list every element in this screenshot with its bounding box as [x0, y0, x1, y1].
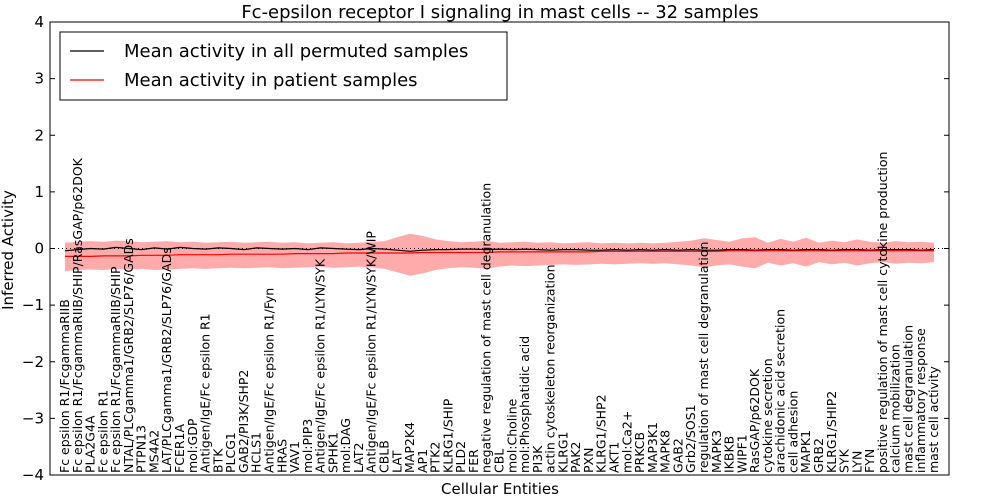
x-entity-label: CBL: [492, 449, 507, 473]
y-tick-label: 4: [34, 13, 44, 31]
x-entity-label: LAT: [389, 450, 404, 473]
x-entity-label: WIPF1: [734, 434, 749, 473]
x-entity-label: inflammatory response: [913, 328, 928, 473]
x-entity-label: actin cytoskeleton reorganization: [543, 264, 558, 473]
legend-label-permuted: Mean activity in all permuted samples: [124, 41, 468, 62]
x-entity-label: SYK: [837, 448, 852, 473]
patient-spread-band: [65, 233, 934, 276]
plot-frame: [49, 21, 950, 476]
x-entity-label: FER: [466, 449, 481, 473]
x-entity-label: Fc epsilon R1/FcgammaRIIB/SHIP/RasGAP/p6…: [70, 157, 85, 473]
x-entity-label: mol:Choline: [504, 398, 519, 473]
y-tick-label: −2: [22, 353, 44, 371]
y-axis-label: Inferred Activity: [0, 190, 17, 310]
x-entity-label: PLCG1: [223, 432, 238, 473]
legend: Mean activity in all permuted samples Me…: [59, 31, 508, 101]
y-tick-label: −4: [22, 466, 44, 484]
x-entity-label: PTK2: [428, 442, 443, 473]
x-entity-label: Grb2/SOS1: [683, 404, 698, 473]
x-entity-label: LAT2: [351, 443, 366, 473]
y-tick-label: 3: [34, 70, 44, 88]
x-entity-label: calcium mobilization: [888, 344, 903, 473]
x-entity-label: PLD2: [453, 441, 468, 473]
x-entity-label: Antigen/IgE/Fc epsilon R1/LYN/SYK/WIP: [364, 231, 379, 473]
x-entity-label: mast cell degranulation: [900, 325, 915, 473]
x-entity-label: SPHK1: [325, 432, 340, 473]
x-entity-label: Fc epsilon R1/FcgammaRIIB/SHIP: [108, 266, 123, 473]
y-tick-label: −3: [22, 409, 44, 427]
x-entity-label: KLRG1/SHIP: [440, 398, 455, 473]
x-entity-label: Fc epsilon R1/FcgammaRIIB: [57, 299, 72, 473]
x-entity-label: HRAS: [274, 439, 289, 473]
x-entity-label: KLRG1/SHP2: [594, 394, 609, 473]
x-entity-label: LYN: [849, 451, 864, 473]
x-entity-label: negative regulation of mast cell degranu…: [479, 183, 494, 473]
x-entity-label: AKT1: [607, 442, 622, 473]
x-entity-label: FYN: [862, 449, 877, 473]
x-entity-label: PAK2: [568, 442, 583, 473]
x-entity-label: LAT/PLCgamma1/GRB2/SLP76/GADs: [159, 247, 174, 473]
x-entity-label: KLRG1/SHIP2: [824, 391, 839, 473]
x-entity-label: PTPN13: [134, 425, 149, 473]
x-entity-label: MAP3K1: [645, 422, 660, 473]
x-entity-label: CBLB: [377, 440, 392, 473]
x-entity-label: mol:Ca2+: [619, 411, 634, 473]
chart-title: Fc-epsilon receptor I signaling in mast …: [241, 2, 758, 23]
legend-frame: [59, 31, 508, 101]
series-line-patient: [65, 250, 934, 257]
y-tick-label: −1: [22, 296, 44, 314]
x-entity-label: mol:GDP: [185, 418, 200, 473]
x-entity-label: Fc epsilon R1: [95, 390, 110, 473]
x-entity-label: PLA2G4A: [83, 415, 98, 473]
x-entity-label: Antigen/IgE/Fc epsilon R1/LYN/SYK: [313, 258, 328, 473]
x-entity-label: mol:DAG: [338, 418, 353, 473]
x-entity-label: mast cell activity: [926, 366, 941, 473]
series-line-permuted: [64, 246, 935, 252]
x-entity-label: Antigen/IgE/Fc epsilon R1/Fyn: [262, 288, 277, 473]
x-entity-label: AP1: [415, 449, 430, 473]
x-entity-label: MAP2K4: [402, 422, 417, 473]
x-entity-label: FCER1A: [172, 424, 187, 473]
x-entity-label: MAPK8: [658, 430, 673, 473]
x-entity-label: arachidonic acid secretion: [773, 309, 788, 473]
x-entity-label: RasGAP/p62DOK: [747, 368, 762, 473]
x-entity-label: mol:PIP3: [300, 419, 315, 473]
x-entity-label: Antigen/IgE/Fc epsilon R1: [198, 313, 213, 473]
x-entity-label: GRB2: [811, 438, 826, 473]
x-entity-label: positive regulation of mast cell cytokin…: [875, 152, 890, 473]
y-tick-label: 1: [34, 183, 44, 201]
x-entity-label: GAB2: [670, 438, 685, 473]
x-entity-label: NTAL/PLCgamma1/GRB2/SLP76/GADs: [121, 238, 136, 473]
x-entity-label: PXN: [581, 448, 596, 473]
x-entity-label: regulation of mast cell degranulation: [696, 242, 711, 473]
x-entity-label: MAPK1: [798, 430, 813, 473]
legend-label-patient: Mean activity in patient samples: [124, 70, 418, 91]
y-tick-label: 0: [34, 240, 44, 258]
x-entity-label: KLRG1: [555, 432, 570, 474]
x-entity-label: IKBKB: [722, 436, 737, 473]
x-entity-label: VAV1: [287, 441, 302, 473]
x-axis-label: Cellular Entities: [441, 480, 559, 498]
x-entity-label: mol:Phosphatidic acid: [517, 336, 532, 473]
x-entity-label: BTK: [210, 448, 225, 473]
x-entity-label: cell adhesion: [785, 391, 800, 473]
x-entity-label: cytokine secretion: [760, 358, 775, 473]
x-entity-label: PRKCB: [632, 432, 647, 473]
x-entity-label: MAPK3: [709, 430, 724, 473]
x-entity-label: PI3K: [530, 445, 545, 473]
x-entity-label: GAB2/PI3K/SHP2: [236, 370, 251, 473]
x-entity-label: MS4A2: [147, 430, 162, 473]
x-entity-label: HCLS1: [249, 432, 264, 473]
y-tick-label: 2: [34, 126, 44, 144]
